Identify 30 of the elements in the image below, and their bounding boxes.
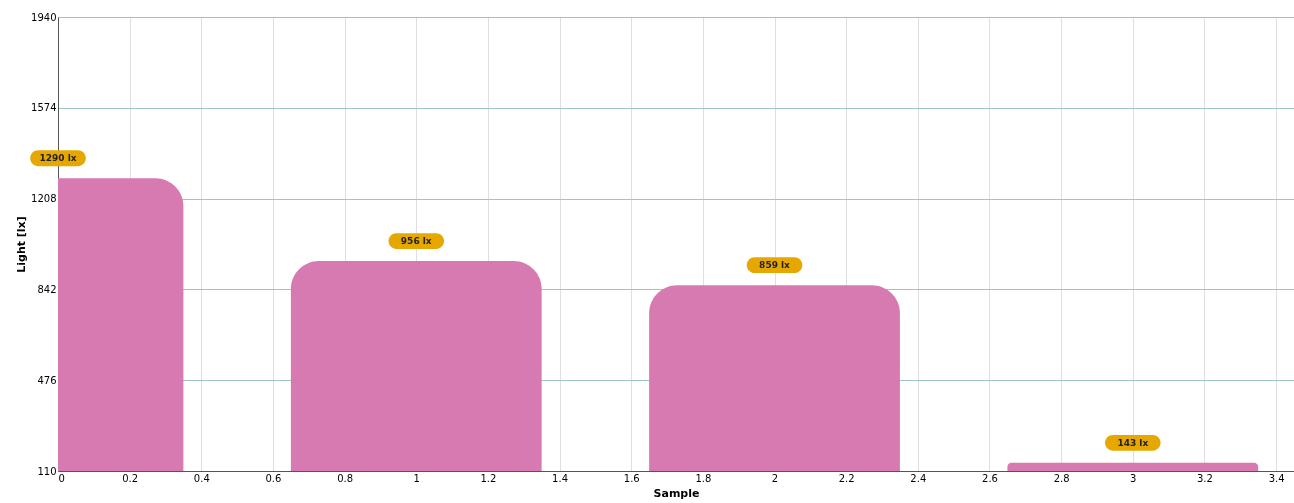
- y-tick-label: 842: [37, 283, 57, 295]
- x-axis-title: Sample: [653, 486, 700, 500]
- x-tick-label: 0.4: [193, 472, 210, 484]
- x-tick-label: 1.2: [480, 472, 497, 484]
- y-tick-label: 476: [37, 374, 57, 386]
- x-tick-label: 2.2: [838, 472, 855, 484]
- x-tick-label: 2: [771, 472, 779, 484]
- y-tick-label: 1208: [31, 193, 57, 205]
- x-tick-label: 1.4: [552, 472, 569, 484]
- data-label: 956 lx: [400, 236, 432, 247]
- x-tick-label: 1.6: [623, 472, 640, 484]
- x-tick-label: 0: [58, 472, 65, 484]
- x-tick-label: 1.8: [695, 472, 712, 484]
- data-label: 859 lx: [759, 260, 791, 271]
- data-label: 143 lx: [1117, 437, 1149, 448]
- x-tick-label: 2.4: [910, 472, 927, 484]
- y-tick-label: 1940: [31, 11, 57, 23]
- x-tick-label: 1: [413, 472, 420, 484]
- x-tick-label: 3.4: [1268, 472, 1285, 484]
- x-tick-label: 2.6: [982, 472, 998, 484]
- x-tick-label: 3: [1130, 472, 1137, 484]
- y-tick-label: 1574: [31, 102, 57, 114]
- y-tick-label: 110: [37, 465, 57, 477]
- x-tick-label: 0.2: [122, 472, 139, 484]
- x-tick-label: 0.8: [337, 472, 354, 484]
- y-axis-title: Light [lx]: [15, 216, 29, 273]
- x-tick-label: 2.8: [1053, 472, 1070, 484]
- data-label: 1290 lx: [39, 153, 77, 164]
- x-tick-label: 0.6: [265, 472, 282, 484]
- x-tick-label: 3.2: [1196, 472, 1213, 484]
